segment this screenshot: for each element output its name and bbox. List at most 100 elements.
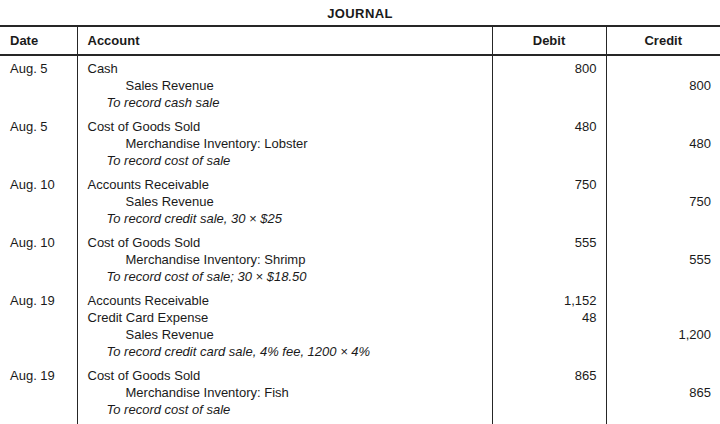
entry-credit-cell: 865 — [606, 363, 720, 424]
entry-date: Aug. 19 — [10, 292, 77, 309]
account-line-credit-account: Merchandise Inventory: Fish — [88, 384, 492, 401]
account-line-credit-account: Merchandise Inventory: Lobster — [88, 135, 492, 152]
debit-empty — [493, 326, 597, 343]
entry-date-cell: Aug. 10 — [0, 172, 77, 230]
entry-date-cell: Aug. 10 — [0, 230, 77, 288]
journal-entry-row: Aug. 19Accounts ReceivableCredit Card Ex… — [0, 288, 720, 363]
entry-debit-cell: 1,15248 — [492, 288, 606, 363]
account-line-debit-account: Accounts Receivable — [88, 176, 492, 193]
credit-empty — [607, 60, 712, 77]
account-line-debit-account: Cash — [88, 60, 492, 77]
entry-date: Aug. 10 — [10, 234, 77, 251]
debit-amount: 800 — [493, 60, 597, 77]
credit-empty — [607, 367, 712, 384]
debit-empty — [493, 77, 597, 94]
account-line-memo: To record credit card sale, 4% fee, 1200… — [88, 343, 492, 360]
account-line-memo: To record cost of sale — [88, 152, 492, 169]
entry-account-cell: Cost of Goods SoldMerchandise Inventory:… — [77, 363, 492, 424]
credit-amount: 750 — [607, 193, 712, 210]
entry-date-cell: Aug. 5 — [0, 114, 77, 172]
debit-empty — [493, 251, 597, 268]
entry-account-cell: Accounts ReceivableCredit Card ExpenseSa… — [77, 288, 492, 363]
account-line-memo: To record cash sale — [88, 94, 492, 111]
entry-date: Aug. 19 — [10, 367, 77, 384]
credit-amount: 1,200 — [607, 326, 712, 343]
account-line-memo: To record cost of sale — [88, 401, 492, 418]
credit-empty — [607, 210, 712, 227]
journal-header-row: Date Account Debit Credit — [0, 26, 720, 55]
journal-entry-row: Aug. 5Cost of Goods SoldMerchandise Inve… — [0, 114, 720, 172]
credit-empty — [607, 94, 712, 111]
entry-credit-cell: 555 — [606, 230, 720, 288]
entry-credit-cell: 800 — [606, 55, 720, 114]
entry-account-cell: Cost of Goods SoldMerchandise Inventory:… — [77, 230, 492, 288]
entry-debit-cell: 480 — [492, 114, 606, 172]
debit-empty — [493, 152, 597, 169]
entry-debit-cell: 750 — [492, 172, 606, 230]
journal-entry-row: Aug. 10Accounts ReceivableSales RevenueT… — [0, 172, 720, 230]
column-header-debit: Debit — [492, 26, 606, 55]
debit-empty — [493, 268, 597, 285]
account-line-memo: To record credit sale, 30 × $25 — [88, 210, 492, 227]
account-line-credit-account: Sales Revenue — [88, 326, 492, 343]
credit-empty — [607, 176, 712, 193]
entry-credit-cell: 1,200 — [606, 288, 720, 363]
debit-empty — [493, 384, 597, 401]
credit-empty — [607, 152, 712, 169]
debit-empty — [493, 193, 597, 210]
journal-entry-row: Aug. 5CashSales RevenueTo record cash sa… — [0, 55, 720, 114]
entry-credit-cell: 480 — [606, 114, 720, 172]
entry-date-cell: Aug. 5 — [0, 55, 77, 114]
credit-amount: 555 — [607, 251, 712, 268]
debit-amount: 865 — [493, 367, 597, 384]
credit-amount: 800 — [607, 77, 712, 94]
account-line-debit-account: Cost of Goods Sold — [88, 118, 492, 135]
debit-empty — [493, 135, 597, 152]
entry-date: Aug. 5 — [10, 60, 77, 77]
credit-empty — [607, 401, 712, 418]
credit-amount: 865 — [607, 384, 712, 401]
debit-amount: 480 — [493, 118, 597, 135]
debit-amount: 750 — [493, 176, 597, 193]
account-line-credit-account: Merchandise Inventory: Shrimp — [88, 251, 492, 268]
credit-empty — [607, 292, 712, 309]
entry-date-cell: Aug. 19 — [0, 288, 77, 363]
debit-amount: 555 — [493, 234, 597, 251]
entry-date-cell: Aug. 19 — [0, 363, 77, 424]
credit-empty — [607, 309, 712, 326]
entry-date: Aug. 5 — [10, 118, 77, 135]
credit-amount: 480 — [607, 135, 712, 152]
debit-empty — [493, 343, 597, 360]
journal-table-body: Aug. 5CashSales RevenueTo record cash sa… — [0, 55, 720, 424]
debit-empty — [493, 210, 597, 227]
entry-account-cell: CashSales RevenueTo record cash sale — [77, 55, 492, 114]
journal-title: JOURNAL — [0, 0, 720, 25]
account-line-credit-account: Sales Revenue — [88, 193, 492, 210]
journal-entry-row: Aug. 19Cost of Goods SoldMerchandise Inv… — [0, 363, 720, 424]
column-header-date: Date — [0, 26, 77, 55]
column-header-account: Account — [77, 26, 492, 55]
entry-debit-cell: 555 — [492, 230, 606, 288]
account-line-debit-account: Cost of Goods Sold — [88, 367, 492, 384]
credit-empty — [607, 268, 712, 285]
journal-entry-row: Aug. 10Cost of Goods SoldMerchandise Inv… — [0, 230, 720, 288]
journal-table: Date Account Debit Credit Aug. 5CashSale… — [0, 25, 720, 424]
debit-empty — [493, 401, 597, 418]
account-line-memo: To record cost of sale; 30 × $18.50 — [88, 268, 492, 285]
entry-credit-cell: 750 — [606, 172, 720, 230]
account-line-debit-account: Accounts Receivable — [88, 292, 492, 309]
column-header-credit: Credit — [606, 26, 720, 55]
debit-amount: 48 — [493, 309, 597, 326]
debit-empty — [493, 94, 597, 111]
credit-empty — [607, 343, 712, 360]
entry-account-cell: Accounts ReceivableSales RevenueTo recor… — [77, 172, 492, 230]
entry-account-cell: Cost of Goods SoldMerchandise Inventory:… — [77, 114, 492, 172]
account-line-credit-account: Sales Revenue — [88, 77, 492, 94]
entry-debit-cell: 865 — [492, 363, 606, 424]
account-line-debit-account: Credit Card Expense — [88, 309, 492, 326]
debit-amount: 1,152 — [493, 292, 597, 309]
entry-date: Aug. 10 — [10, 176, 77, 193]
account-line-debit-account: Cost of Goods Sold — [88, 234, 492, 251]
credit-empty — [607, 234, 712, 251]
credit-empty — [607, 118, 712, 135]
